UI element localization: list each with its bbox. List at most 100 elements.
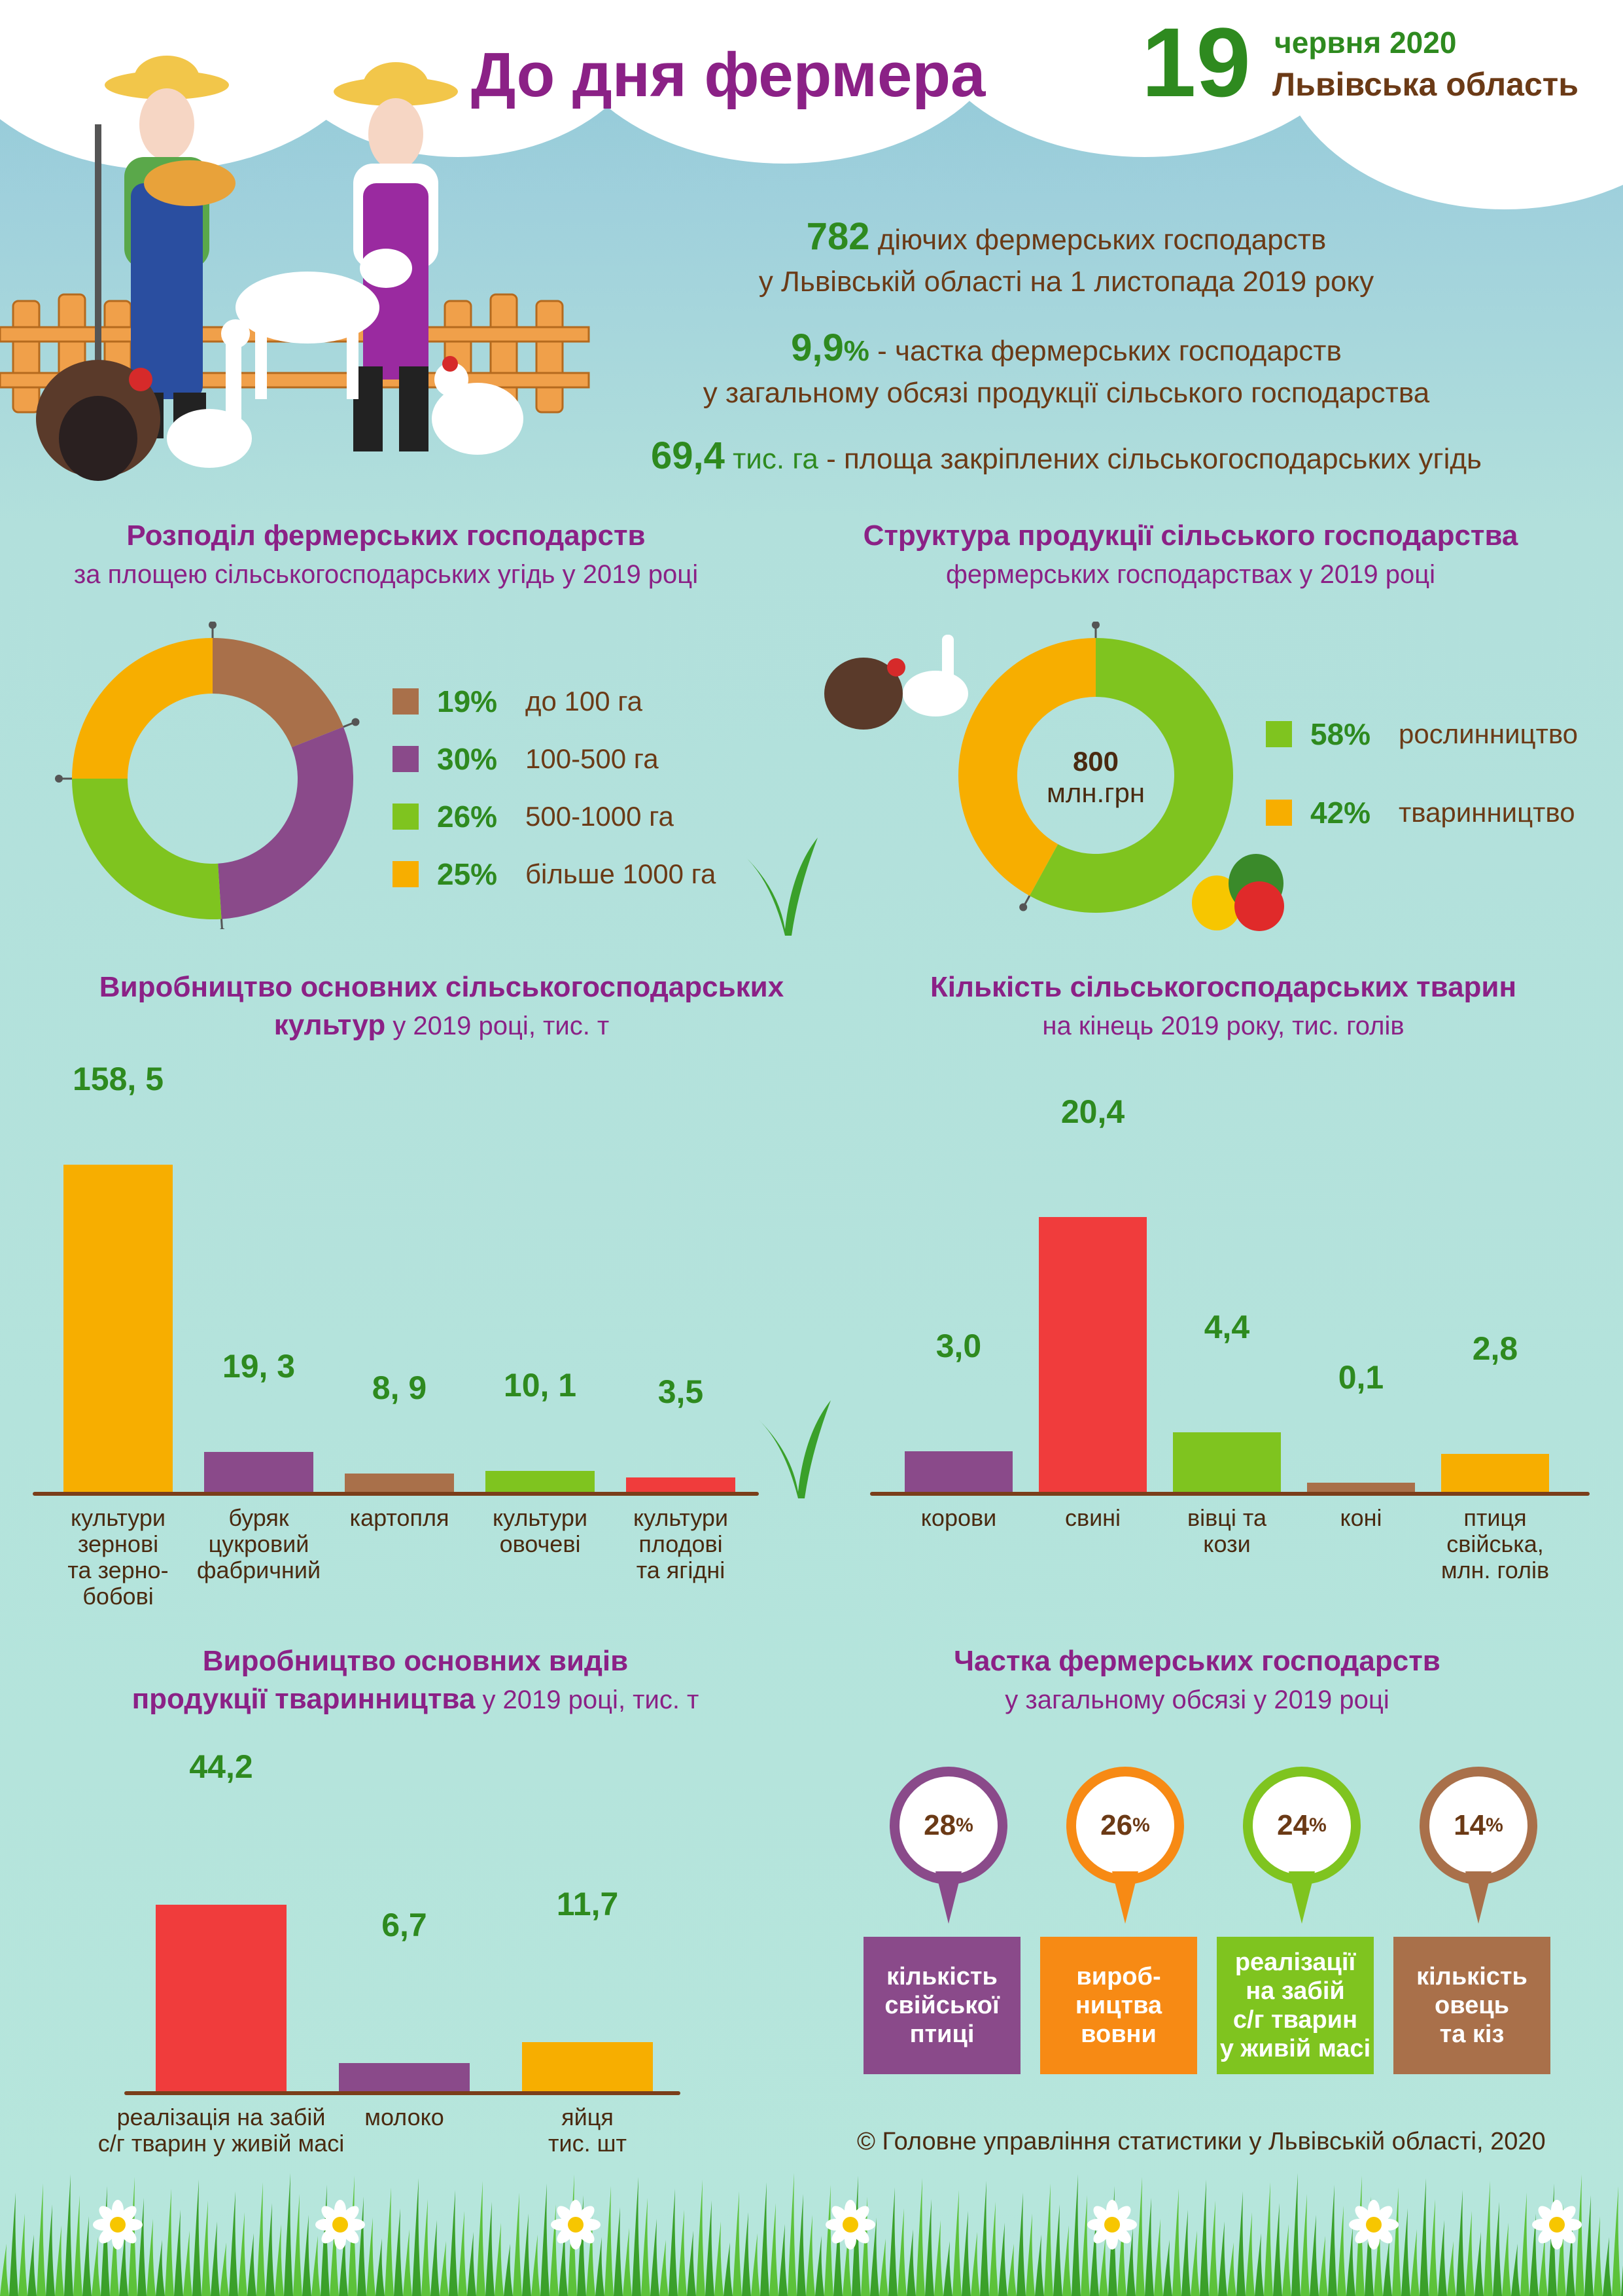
grass-blade xyxy=(888,2187,898,2296)
bar xyxy=(345,1473,454,1492)
grass-blade xyxy=(174,2210,183,2296)
grass-blade xyxy=(0,2244,9,2296)
grass-blade xyxy=(513,2193,522,2296)
grass-blade xyxy=(18,2214,27,2296)
grass-blade xyxy=(302,2215,311,2296)
grass-blade xyxy=(806,2215,815,2296)
grass-blade xyxy=(769,2203,778,2296)
grass-blade xyxy=(696,2180,705,2296)
grass-blade xyxy=(833,2206,843,2296)
grass-blade xyxy=(989,2202,998,2296)
grass-blade xyxy=(952,2190,962,2296)
grass-blade xyxy=(1163,2240,1172,2296)
bar-category-label: свині xyxy=(1064,1504,1121,1531)
share-pin: 14% xyxy=(1420,1767,1537,1924)
grass-blade xyxy=(971,2232,980,2296)
grass-blade xyxy=(934,2220,943,2296)
bar-category-label: культури овочеві xyxy=(493,1504,587,1557)
daisy-petal xyxy=(99,2206,116,2223)
legend-item: 30% 100-500 га xyxy=(393,741,659,777)
bar-value-label: 4,4 xyxy=(1204,1309,1250,1346)
grass-blade xyxy=(1035,2234,1044,2296)
grass-blade xyxy=(92,2237,101,2296)
daisy-petal xyxy=(341,2206,359,2223)
grass-blade xyxy=(266,2203,275,2296)
grass-blade xyxy=(1374,2217,1383,2296)
grass-blade xyxy=(531,2234,540,2296)
grass-icon xyxy=(746,838,818,936)
grass-blade xyxy=(403,2229,412,2296)
grass-blade xyxy=(632,2177,641,2296)
grass-blade xyxy=(156,2240,165,2296)
share-label-box: вироб-ництва вовни xyxy=(1040,1937,1197,2074)
daisy-petal xyxy=(1558,2206,1576,2223)
daisy-petal xyxy=(1375,2226,1393,2244)
grass-blade xyxy=(650,2219,659,2296)
daisy-petal xyxy=(1093,2206,1111,2223)
grass-blade xyxy=(907,2229,916,2296)
daisy-petal xyxy=(321,2206,339,2223)
grass-blade xyxy=(1621,2265,1623,2296)
grass-blade xyxy=(1236,2191,1246,2296)
legend-item: 58% рослинництво xyxy=(1266,716,1578,752)
daisy-center xyxy=(1549,2217,1565,2233)
grass-blade xyxy=(27,2234,37,2296)
share-label-box: кількість овець та кіз xyxy=(1393,1937,1550,2074)
bar-category-label: вівці та кози xyxy=(1187,1504,1266,1557)
grass-blade xyxy=(275,2224,284,2296)
legend-swatch xyxy=(1266,800,1292,826)
grass-blade xyxy=(1557,2204,1566,2296)
bar xyxy=(1307,1483,1415,1492)
share-pin-value: 26% xyxy=(1066,1767,1184,1884)
grass-blade xyxy=(925,2199,934,2296)
daisy-petal xyxy=(119,2206,137,2223)
grass-blade xyxy=(1383,2238,1392,2296)
bar xyxy=(905,1451,1013,1492)
bar xyxy=(156,1905,287,2091)
grass-blade xyxy=(1282,2224,1291,2296)
grass-blade xyxy=(1594,2216,1603,2296)
daisy-petal xyxy=(1538,2226,1556,2244)
grass-blade xyxy=(476,2181,485,2296)
grass-blade xyxy=(1145,2198,1154,2296)
bar-value-label: 0,1 xyxy=(1338,1359,1384,1396)
grass-blade xyxy=(293,2194,302,2296)
grass-blade xyxy=(614,2207,623,2296)
grass-blade xyxy=(1493,2202,1502,2296)
grass-blade xyxy=(1319,2236,1328,2296)
grass-blade xyxy=(916,2178,925,2296)
grass-blade xyxy=(183,2231,192,2296)
grass-blade xyxy=(46,2204,55,2296)
stat-farms-count: 782 діючих фермерських господарств у Льв… xyxy=(758,215,1374,298)
bar-value-label: 10, 1 xyxy=(503,1367,577,1404)
grass-blade xyxy=(861,2197,870,2296)
grass-blade xyxy=(201,2200,211,2296)
grass-blade xyxy=(1429,2199,1438,2296)
grass-blade xyxy=(943,2241,952,2296)
grass-blade xyxy=(1584,2195,1594,2296)
grass-blade xyxy=(1539,2234,1548,2296)
grass-blade xyxy=(641,2198,650,2296)
grass-blade xyxy=(843,2227,852,2296)
donut-slice xyxy=(1029,638,1233,913)
legend-item: 25% більше 1000 га xyxy=(393,857,716,892)
grass-blade xyxy=(678,2210,687,2296)
grass-blade xyxy=(1475,2232,1484,2296)
grass-blade xyxy=(586,2216,595,2296)
grass-blade xyxy=(1117,2207,1126,2296)
daisy-center xyxy=(332,2217,348,2233)
grass-blade xyxy=(1172,2189,1181,2296)
grass-blade xyxy=(421,2199,430,2296)
grass-blade xyxy=(1026,2214,1035,2296)
grass-blade xyxy=(339,2227,348,2296)
grass-blade xyxy=(998,2223,1007,2296)
grass-blade xyxy=(9,2193,18,2296)
grass-blade xyxy=(1520,2193,1529,2296)
grass-blade xyxy=(1502,2223,1511,2296)
poultry-icon xyxy=(824,635,968,730)
grass-blade xyxy=(311,2236,321,2296)
grass-blade xyxy=(1456,2190,1465,2296)
grass-blade xyxy=(1300,2194,1310,2296)
grass-blade xyxy=(220,2242,229,2296)
grass-blade xyxy=(604,2186,614,2296)
